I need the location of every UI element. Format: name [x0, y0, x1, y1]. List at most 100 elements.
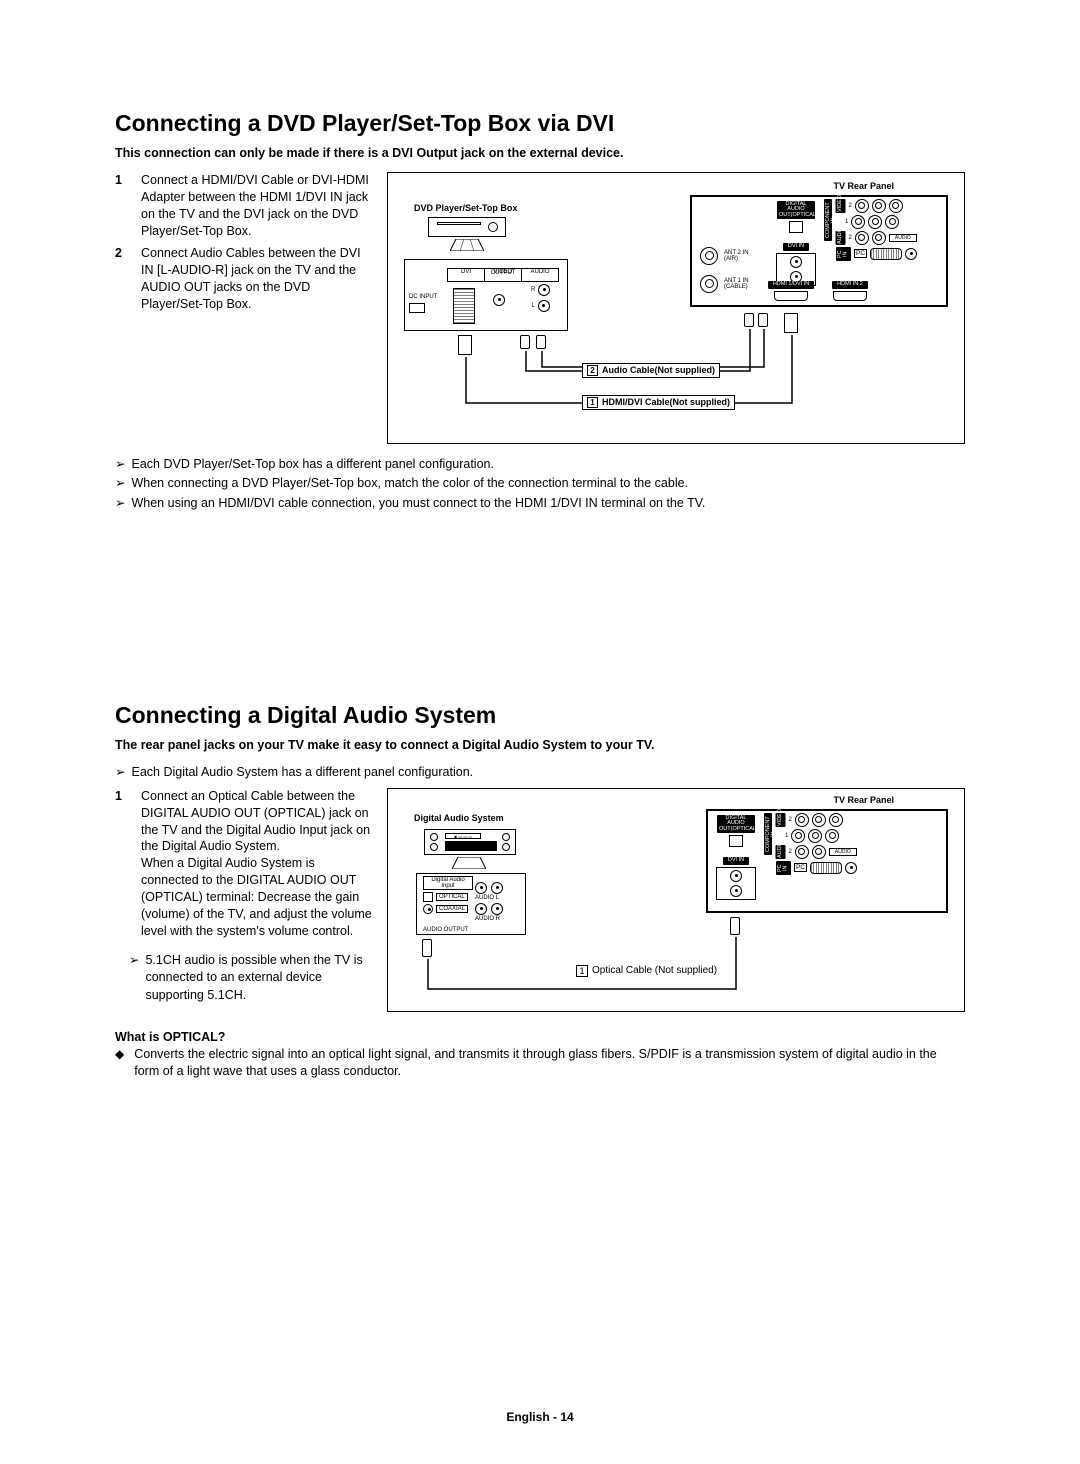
jack-icon	[829, 813, 843, 827]
cable-text: Audio Cable(Not supplied)	[602, 365, 715, 375]
audio-col-label: AUDIO	[889, 234, 917, 242]
optical-plug-icon	[422, 939, 432, 960]
step-list: 1 Connect a HDMI/DVI Cable or DVI-HDMI A…	[115, 172, 375, 313]
audio-col-label: AUDIO	[836, 231, 846, 245]
rca-jack-icon	[491, 903, 503, 915]
note-list: ➢Each Digital Audio System has a differe…	[115, 764, 965, 782]
rca-jack-icon	[730, 870, 742, 882]
step-item: 2 Connect Audio Cables between the DVI I…	[115, 245, 375, 313]
note-text: 5.1CH audio is possible when the TV is c…	[145, 952, 375, 1005]
audio-plug-icon	[536, 335, 546, 352]
audio-sub-label: AUDIO	[522, 269, 558, 281]
step-text: Connect a HDMI/DVI Cable or DVI-HDMI Ada…	[141, 172, 375, 240]
component-jack-icon	[851, 215, 865, 229]
hdmi-port-icon	[833, 291, 867, 301]
component-in-label: COMPONENT IN	[824, 199, 832, 241]
ant2-label: ANT 2 IN (AIR)	[724, 250, 749, 262]
audio-l-label: AUDIO L	[475, 895, 519, 901]
das-label: Digital Audio System	[414, 813, 504, 823]
step-text: Connect Audio Cables between the DVI IN …	[141, 245, 375, 313]
cable-number: 1	[587, 397, 598, 408]
pc-in-label: PC IN	[776, 861, 791, 875]
das-device-icon: ◉ ▭ ▭ ▭	[424, 829, 516, 855]
note-arrow-icon: ➢	[115, 475, 125, 493]
rca-jack-icon	[790, 256, 802, 268]
tv-rear-label: TV Rear Panel	[833, 181, 894, 191]
video-sub-label: VIDEO	[484, 269, 522, 281]
note-text: When using an HDMI/DVI cable connection,…	[131, 495, 705, 513]
digital-audio-label: DIGITAL AUDIO OUT(OPTICAL)	[717, 815, 755, 834]
ant1-label: ANT 1 IN (CABLE)	[724, 278, 749, 290]
step-text: Connect an Optical Cable between the DIG…	[141, 788, 375, 940]
pc-audio-jack-icon	[905, 248, 917, 260]
l-label: L	[532, 303, 535, 309]
diagram-dvi: DVD Player/Set-Top Box OUTPUT	[387, 172, 965, 444]
audio-plug-icon	[520, 335, 530, 352]
audio-col-label: AUDIO	[829, 848, 857, 856]
rca-jack-icon	[475, 903, 487, 915]
cable-label: 2 Audio Cable(Not supplied)	[582, 363, 720, 378]
step-item: 1 Connect a HDMI/DVI Cable or DVI-HDMI A…	[115, 172, 375, 240]
rca-jack-icon	[491, 882, 503, 894]
dvd-stand-icon	[450, 239, 484, 251]
das-rear-panel: Digital Audio Input OPTICAL COAXIAL AUDI…	[416, 873, 526, 935]
audio-col-label: AUDIO	[776, 845, 786, 859]
component-jack-icon	[855, 231, 869, 245]
dvd-player-icon	[428, 217, 506, 237]
coaxial-label: COAXIAL	[436, 905, 468, 913]
hdmi1-label: HDMI 1/DVI IN	[768, 281, 814, 289]
cable-label: 1 Optical Cable (Not supplied)	[576, 965, 717, 977]
pc-in-label: PC IN	[836, 247, 851, 261]
dai-label: Digital Audio Input	[423, 876, 473, 890]
section-digital-audio: Connecting a Digital Audio System The re…	[115, 702, 965, 1080]
row-num: 1	[785, 833, 788, 839]
hdmi-port-icon	[774, 291, 808, 301]
jack-icon	[795, 813, 809, 827]
dvd-label: DVD Player/Set-Top Box	[414, 203, 517, 213]
step-list: 1 Connect an Optical Cable between the D…	[115, 788, 375, 940]
note-text: Each Digital Audio System has a differen…	[131, 764, 473, 782]
row-num: 2	[789, 817, 792, 823]
jack-icon	[812, 813, 826, 827]
r-label: R	[531, 287, 535, 293]
dc-input-label: DC INPUT	[409, 294, 437, 300]
optical-jack-icon	[423, 892, 433, 902]
audio-r-label: AUDIO R	[475, 916, 519, 922]
cable-number: 1	[576, 965, 588, 977]
note-list: ➢5.1CH audio is possible when the TV is …	[129, 952, 375, 1005]
note-item: ➢Each DVD Player/Set-Top box has a diffe…	[115, 456, 965, 474]
audio-output-label: AUDIO OUTPUT	[423, 927, 468, 933]
rca-l-icon	[538, 300, 550, 312]
video-col-label: VIDEO	[776, 813, 786, 827]
dvd-output-panel: OUTPUT DVI VIDEO AUDIO DC INPUT	[404, 259, 568, 331]
diamond-bullet-icon: ◆	[115, 1046, 124, 1081]
whatis-title: What is OPTICAL?	[115, 1030, 965, 1044]
note-item: ➢5.1CH audio is possible when the TV is …	[129, 952, 375, 1005]
whatis-text: Converts the electric signal into an opt…	[134, 1046, 965, 1081]
optical-port-icon	[729, 835, 743, 847]
cable-text: HDMI/DVI Cable(Not supplied)	[602, 397, 730, 407]
vga-port-icon	[870, 248, 902, 260]
component-jack-icon	[868, 215, 882, 229]
jack-icon	[795, 845, 809, 859]
component-jack-icon	[855, 199, 869, 213]
vga-port-icon	[810, 862, 842, 874]
whatis-item: ◆ Converts the electric signal into an o…	[115, 1046, 965, 1081]
digital-audio-label: DIGITAL AUDIO OUT(OPTICAL)	[777, 201, 815, 220]
pc-label: PC	[854, 249, 867, 258]
section-intro: The rear panel jacks on your TV make it …	[115, 737, 965, 754]
note-arrow-icon: ➢	[115, 495, 125, 513]
component-jack-icon	[872, 231, 886, 245]
component-jack-icon	[885, 215, 899, 229]
tv-rear-panel: DIGITAL AUDIO OUT(OPTICAL) DVI IN COMPON…	[706, 809, 948, 913]
section-intro: This connection can only be made if ther…	[115, 145, 965, 162]
rca-jack-icon	[475, 882, 487, 894]
section-dvi: Connecting a DVD Player/Set-Top Box via …	[115, 110, 965, 512]
hdmi-plug-icon	[458, 335, 472, 358]
hdmi-plug-icon	[784, 313, 798, 336]
note-item: ➢ When using an HDMI/DVI cable connection…	[115, 495, 965, 513]
ant1-jack-icon	[700, 275, 718, 293]
cable-label: 1 HDMI/DVI Cable(Not supplied)	[582, 395, 735, 410]
note-text: Each DVD Player/Set-Top box has a differ…	[131, 456, 493, 474]
jack-icon	[791, 829, 805, 843]
